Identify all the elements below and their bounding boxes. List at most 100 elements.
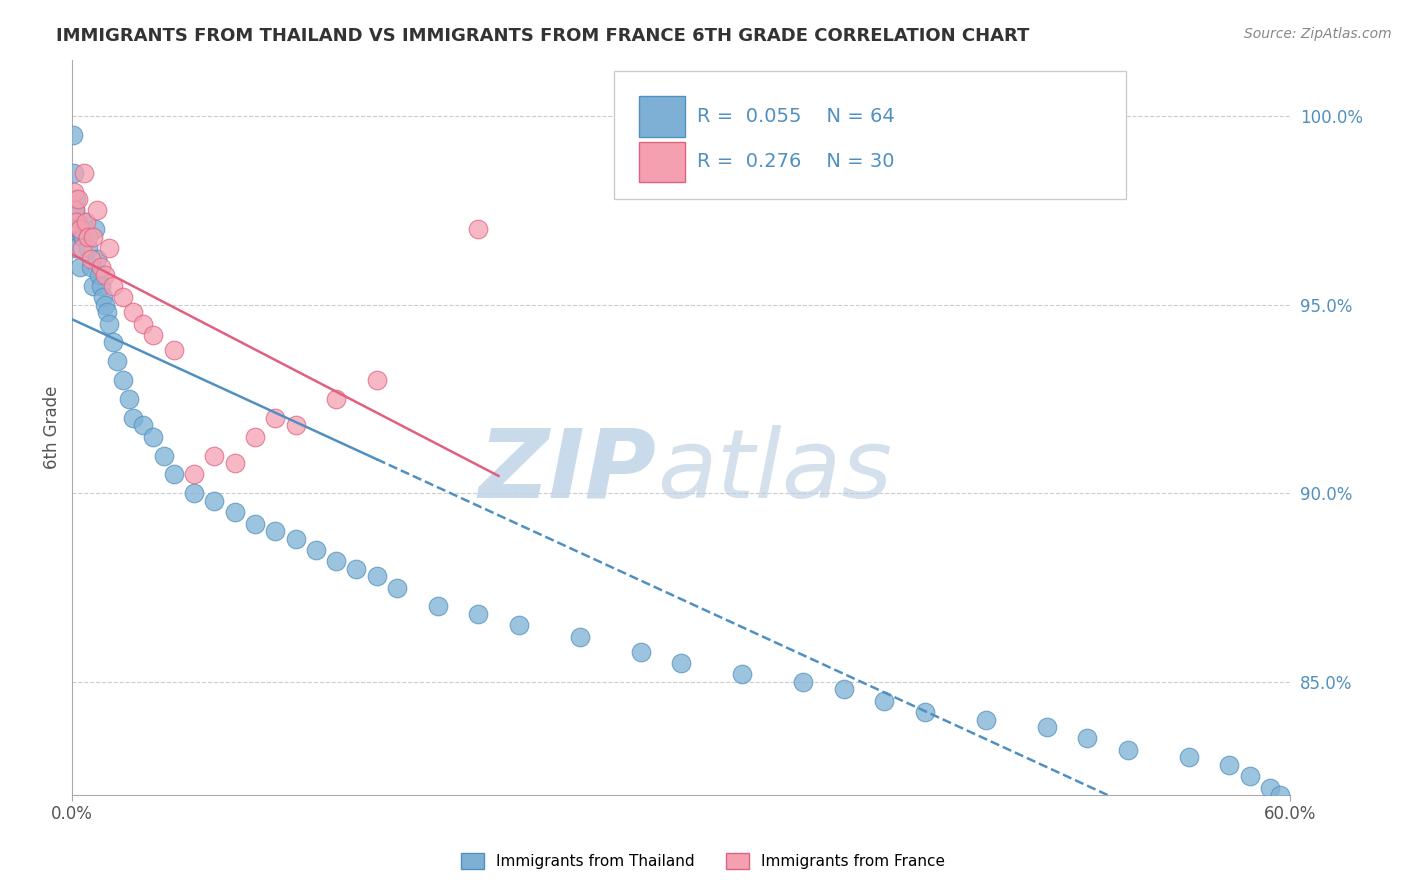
Point — [86, 203, 108, 218]
Point — [73, 166, 96, 180]
Point — [132, 317, 155, 331]
Point — [264, 524, 287, 538]
Text: R =  0.276    N = 30: R = 0.276 N = 30 — [697, 153, 894, 171]
Point — [67, 222, 90, 236]
Point — [69, 260, 91, 274]
Point — [669, 656, 692, 670]
Point — [366, 373, 388, 387]
Point — [1268, 788, 1291, 802]
Point — [91, 290, 114, 304]
Point — [90, 260, 112, 274]
Point — [1218, 758, 1240, 772]
Point — [132, 418, 155, 433]
Legend: Immigrants from Thailand, Immigrants from France: Immigrants from Thailand, Immigrants fro… — [456, 847, 950, 875]
Point — [101, 279, 124, 293]
Point — [67, 222, 90, 236]
Point — [163, 467, 186, 482]
Point — [72, 230, 94, 244]
Point — [65, 241, 87, 255]
Point — [243, 430, 266, 444]
Point — [264, 411, 287, 425]
Point — [385, 581, 408, 595]
Point — [1239, 769, 1261, 783]
Point — [202, 494, 225, 508]
FancyBboxPatch shape — [638, 142, 685, 183]
Point — [69, 222, 91, 236]
Text: atlas: atlas — [657, 425, 891, 518]
Point — [366, 569, 388, 583]
Point — [118, 392, 141, 406]
Point — [224, 456, 246, 470]
Point — [792, 674, 814, 689]
Point — [122, 411, 145, 425]
Point — [72, 241, 94, 255]
Point — [65, 203, 87, 218]
Point — [82, 230, 104, 244]
Y-axis label: 6th Grade: 6th Grade — [44, 385, 60, 469]
Point — [224, 505, 246, 519]
Point — [467, 222, 489, 236]
Point — [974, 713, 997, 727]
Point — [305, 542, 328, 557]
Point — [87, 268, 110, 282]
Point — [508, 618, 530, 632]
Point — [63, 166, 86, 180]
Point — [568, 630, 591, 644]
Point — [142, 327, 165, 342]
Point — [202, 449, 225, 463]
Point — [75, 215, 97, 229]
Point — [183, 486, 205, 500]
Point — [142, 430, 165, 444]
Point — [101, 335, 124, 350]
Point — [467, 607, 489, 621]
Point — [832, 682, 855, 697]
Point — [122, 305, 145, 319]
Point — [111, 373, 134, 387]
Point — [93, 298, 115, 312]
FancyBboxPatch shape — [614, 70, 1126, 199]
Point — [73, 215, 96, 229]
Point — [163, 343, 186, 357]
Point — [63, 185, 86, 199]
Point — [90, 279, 112, 293]
Point — [72, 230, 94, 244]
Point — [1116, 743, 1139, 757]
Point — [325, 554, 347, 568]
FancyBboxPatch shape — [638, 96, 685, 136]
Point — [63, 203, 86, 218]
Point — [183, 467, 205, 482]
Point — [630, 645, 652, 659]
Point — [93, 268, 115, 282]
Point — [62, 128, 84, 142]
Point — [79, 260, 101, 274]
Point — [325, 392, 347, 406]
Point — [1076, 731, 1098, 746]
Point — [63, 203, 86, 218]
Point — [152, 449, 174, 463]
Point — [344, 562, 367, 576]
Text: IMMIGRANTS FROM THAILAND VS IMMIGRANTS FROM FRANCE 6TH GRADE CORRELATION CHART: IMMIGRANTS FROM THAILAND VS IMMIGRANTS F… — [56, 27, 1029, 45]
Point — [67, 192, 90, 206]
Text: R =  0.055    N = 64: R = 0.055 N = 64 — [697, 107, 894, 126]
Point — [111, 290, 134, 304]
Point — [1177, 750, 1199, 764]
Point — [105, 354, 128, 368]
Point — [65, 192, 87, 206]
Point — [914, 705, 936, 719]
Point — [66, 215, 89, 229]
Text: ZIP: ZIP — [479, 425, 657, 518]
Point — [65, 215, 87, 229]
Point — [79, 252, 101, 267]
Point — [83, 222, 105, 236]
Point — [97, 241, 120, 255]
Point — [77, 241, 100, 255]
Point — [1258, 780, 1281, 795]
Point — [96, 305, 118, 319]
Point — [77, 230, 100, 244]
Point — [86, 252, 108, 267]
Point — [426, 599, 449, 614]
Point — [82, 279, 104, 293]
Point — [731, 667, 754, 681]
Point — [284, 532, 307, 546]
Point — [243, 516, 266, 531]
